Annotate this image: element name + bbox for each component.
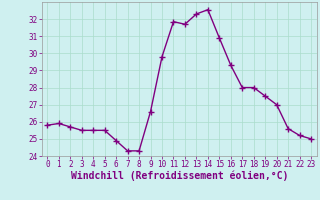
X-axis label: Windchill (Refroidissement éolien,°C): Windchill (Refroidissement éolien,°C) [70, 171, 288, 181]
